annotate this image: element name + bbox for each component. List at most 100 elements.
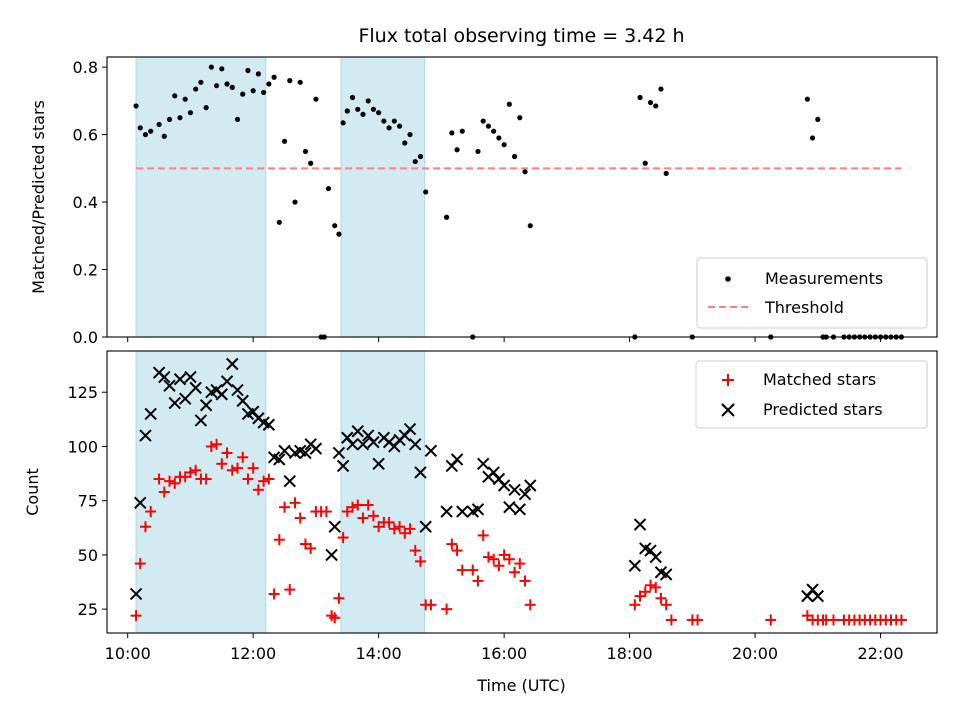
measurement-point	[360, 111, 366, 117]
measurement-point	[496, 135, 502, 141]
matched-stars-legend-marker	[722, 374, 734, 386]
measurement-point	[266, 81, 272, 87]
measurement-point	[172, 93, 178, 99]
matched-stars-point	[488, 553, 500, 565]
matched-stars-point	[237, 451, 249, 463]
matched-stars-point	[639, 586, 651, 598]
x-axis-title: Time (UTC)	[476, 676, 565, 695]
predicted-stars-point	[163, 379, 176, 392]
matched-stars-point	[692, 614, 704, 626]
matched-stars-point	[216, 458, 228, 470]
count-plot-frame	[106, 350, 938, 634]
matched-stars-point	[258, 475, 270, 487]
matched-stars-point	[305, 542, 317, 554]
predicted-stars-point	[309, 442, 323, 455]
measurement-point	[454, 147, 460, 153]
measurement-point	[166, 116, 173, 123]
measurement-point	[208, 64, 214, 70]
matched-stars-point	[200, 473, 212, 485]
predicted-stars-legend-label: Predicted stars	[763, 400, 883, 419]
measurement-point	[142, 131, 149, 138]
predicted-stars-point	[649, 550, 662, 564]
measurement-point	[658, 86, 664, 92]
predicted-stars-point	[508, 483, 521, 497]
matched-stars-point	[451, 545, 463, 557]
matched-stars-point	[252, 484, 264, 496]
measurement-point	[365, 98, 371, 104]
measurement-point	[287, 78, 293, 84]
matched-stars-point	[362, 499, 374, 511]
predicted-stars-point	[173, 372, 187, 386]
x-tick-label: 20:00	[732, 644, 778, 663]
predicted-stars-point	[351, 425, 364, 438]
x-tick-label: 10:00	[105, 644, 151, 663]
matched-stars-point	[145, 506, 157, 518]
matched-stars-point	[337, 532, 349, 544]
measurement-point	[653, 103, 659, 109]
measurement-point	[281, 138, 288, 144]
measurement-point	[355, 106, 361, 112]
predicted-stars-point	[633, 518, 647, 531]
matched-stars-point	[158, 486, 170, 498]
matched-stars-point	[765, 614, 777, 626]
predicted-stars-point	[336, 459, 350, 473]
x-tick-label: 22:00	[857, 644, 903, 663]
predicted-stars-point	[226, 357, 239, 371]
predicted-stars-point	[356, 438, 370, 451]
measurement-point	[511, 153, 518, 160]
measurement-point	[325, 185, 332, 192]
matched-stars-point	[404, 523, 416, 535]
measurement-point	[480, 118, 486, 124]
matched-stars-point	[665, 614, 677, 626]
measurement-point	[271, 74, 277, 80]
matched-stars-point	[645, 579, 657, 591]
measurement-point	[245, 67, 251, 74]
x-tick-label: 12:00	[230, 644, 276, 663]
measurement-point	[148, 128, 154, 134]
ratio-panel: 0.00.20.40.60.8 Matched/Predicted stars …	[29, 56, 938, 347]
measurement-point	[177, 115, 183, 121]
count-y-tick-label: 50	[78, 546, 98, 565]
predicted-stars-point	[424, 444, 438, 457]
predicted-stars-point	[409, 438, 422, 451]
measurement-point	[332, 223, 338, 229]
matched-stars-point	[134, 558, 146, 570]
matched-stars-legend-label: Matched stars	[763, 370, 876, 389]
measurement-point	[815, 116, 821, 123]
predicted-stars-point	[220, 375, 234, 388]
measurement-point	[240, 91, 246, 97]
x-tick-label: 16:00	[481, 644, 527, 663]
predicted-stars-point	[168, 396, 181, 410]
predicted-stars-point	[332, 446, 346, 460]
measurement-point	[637, 94, 643, 101]
measurement-point	[391, 118, 397, 124]
predicted-stars-point	[440, 505, 453, 518]
measurements-legend-label: Measurements	[765, 269, 883, 288]
predicted-stars-point	[199, 399, 213, 412]
predicted-stars-point	[328, 520, 341, 533]
matched-stars-point	[139, 521, 151, 533]
ratio-y-axis-title: Matched/Predicted stars	[29, 100, 48, 294]
measurement-point	[313, 96, 319, 102]
matched-stars-point	[503, 553, 515, 565]
measurement-point	[444, 214, 450, 220]
matched-stars-point	[456, 564, 468, 576]
matched-stars-point	[205, 440, 217, 452]
matched-stars-point	[263, 473, 275, 485]
measurement-point	[522, 169, 528, 175]
predicted-stars-point	[144, 407, 157, 421]
matched-stars-point	[153, 473, 165, 485]
matched-stars-point	[284, 584, 296, 596]
x-tick-label: 14:00	[356, 644, 402, 663]
measurement-point	[308, 160, 314, 166]
matched-stars-point	[347, 501, 359, 513]
matched-stars-point	[650, 581, 662, 593]
measurement-point	[527, 223, 533, 229]
measurement-point	[804, 96, 810, 102]
predicted-stars-point	[456, 505, 469, 518]
predicted-stars-point	[518, 487, 532, 501]
matched-stars-point	[279, 501, 291, 513]
matched-stars-point	[320, 506, 332, 518]
matched-stars-point	[273, 534, 285, 546]
